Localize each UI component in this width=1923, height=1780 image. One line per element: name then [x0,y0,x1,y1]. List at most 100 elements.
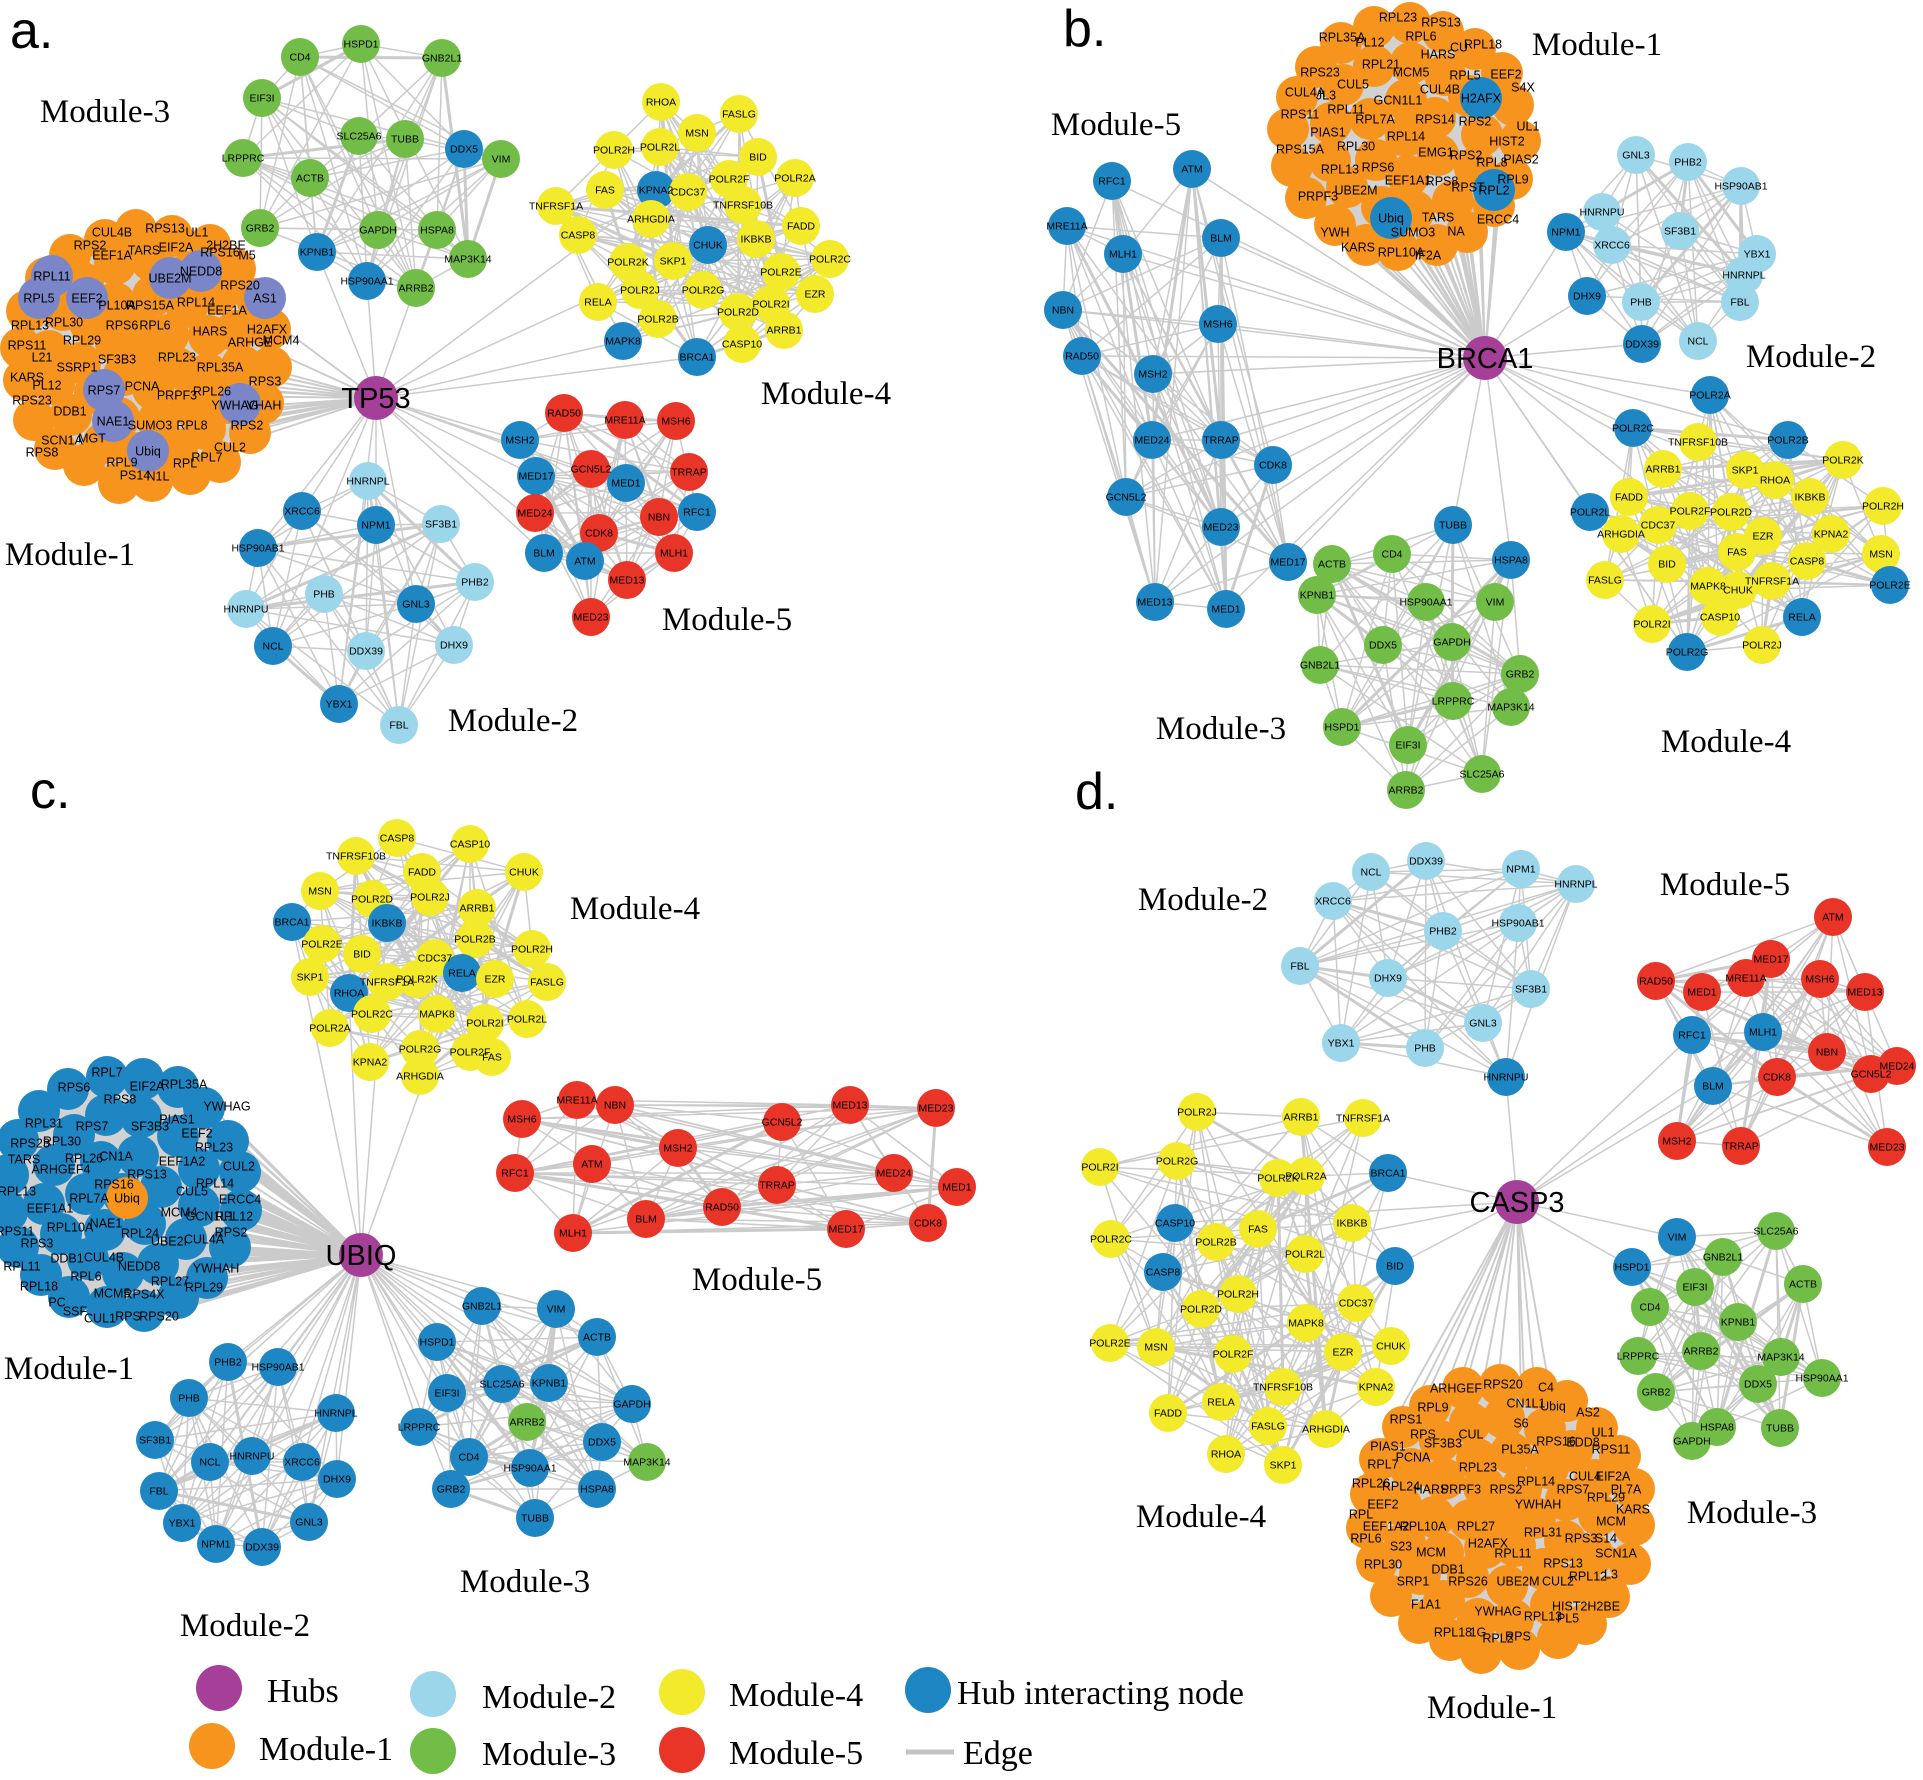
svg-text:DDX39: DDX39 [1625,339,1659,351]
svg-text:CD4: CD4 [289,52,310,64]
svg-text:RPS11: RPS11 [8,338,47,352]
svg-text:YBX1: YBX1 [1328,1038,1355,1050]
svg-text:RPL9: RPL9 [1497,172,1528,186]
svg-text:RPL27: RPL27 [1457,1519,1495,1533]
svg-text:RPL13: RPL13 [0,1184,36,1198]
svg-text:KPNB1: KPNB1 [532,1378,567,1390]
svg-text:RPS20: RPS20 [1483,1377,1523,1391]
svg-text:MED13: MED13 [609,575,644,587]
svg-text:CHUK: CHUK [693,240,723,252]
svg-text:ATM: ATM [581,1159,602,1171]
svg-text:S14: S14 [1595,1531,1617,1545]
svg-text:UBE2I: UBE2I [151,1234,187,1248]
svg-text:TARS: TARS [1422,210,1454,224]
svg-text:SSRP1: SSRP1 [57,360,98,374]
svg-text:RPS26: RPS26 [1448,1574,1488,1588]
svg-text:SUMO3: SUMO3 [128,418,173,432]
svg-text:MED23: MED23 [1203,522,1238,534]
svg-text:RPS11: RPS11 [1592,1442,1631,1456]
svg-text:CASP10: CASP10 [450,839,490,851]
svg-text:SKP1: SKP1 [660,256,687,268]
svg-text:GNL3: GNL3 [295,1517,323,1529]
svg-text:ARHGDIA: ARHGDIA [1597,529,1645,541]
svg-text:MED23: MED23 [573,612,608,624]
svg-text:RPL23: RPL23 [158,350,196,364]
svg-text:PIAS1: PIAS1 [1370,1439,1405,1453]
svg-text:RPL5: RPL5 [23,291,54,305]
svg-text:BLM: BLM [1210,233,1232,245]
svg-text:RPL31: RPL31 [25,1116,63,1130]
svg-text:C4: C4 [1538,1380,1554,1394]
svg-text:MED1: MED1 [942,1182,971,1194]
svg-text:UBE2M: UBE2M [1496,1574,1539,1588]
svg-text:POLR2H: POLR2H [511,944,553,956]
svg-text:MCM: MCM [1596,1514,1626,1528]
svg-text:H2AFX: H2AFX [247,322,288,336]
svg-text:RPL29: RPL29 [185,1280,223,1294]
svg-text:MLH1: MLH1 [1109,249,1137,261]
svg-text:BLM: BLM [1702,1081,1724,1093]
svg-text:RPL: RPL [1349,1507,1373,1521]
svg-text:UL1: UL1 [1517,119,1540,133]
svg-text:ARHGEF4: ARHGEF4 [31,1162,90,1176]
svg-text:DHX9: DHX9 [1374,973,1402,985]
svg-text:MED24: MED24 [876,1168,911,1180]
svg-text:RPL21: RPL21 [1362,57,1400,71]
svg-text:TNFRSF10B: TNFRSF10B [1253,1382,1313,1394]
svg-text:H2AFX: H2AFX [1468,1536,1509,1550]
svg-text:POLR2C: POLR2C [1090,1234,1132,1246]
svg-text:Module-5: Module-5 [662,602,792,638]
svg-text:POLR2I: POLR2I [1081,1162,1118,1174]
svg-text:CUL4A: CUL4A [184,1232,225,1246]
svg-text:HNRNPU: HNRNPU [230,1451,275,1463]
svg-text:DHX9: DHX9 [323,1474,351,1486]
svg-text:NCL: NCL [1687,336,1708,348]
svg-text:HNRNPL: HNRNPL [314,1408,357,1420]
svg-text:RPL23: RPL23 [195,1140,233,1154]
svg-text:EIF2A: EIF2A [130,1079,165,1093]
svg-text:Module-3: Module-3 [460,1564,590,1600]
svg-text:CUL: CUL [1458,1427,1483,1441]
svg-text:HARS: HARS [193,324,228,338]
svg-text:ARRB1: ARRB1 [766,325,801,337]
svg-text:CASP10: CASP10 [722,339,762,351]
svg-text:POLR2B: POLR2B [1767,435,1808,447]
svg-text:EIF3I: EIF3I [1395,740,1420,752]
svg-text:ARHGDIA: ARHGDIA [396,1071,444,1083]
svg-text:BRCA1: BRCA1 [679,352,714,364]
svg-text:RPL24: RPL24 [121,1226,159,1240]
svg-text:L3: L3 [1604,1567,1618,1581]
svg-text:HNRNPL: HNRNPL [1554,879,1597,891]
svg-text:RELA: RELA [584,297,611,309]
svg-text:F1A1: F1A1 [1411,1597,1441,1611]
svg-text:RPS3: RPS3 [1565,1531,1598,1545]
svg-text:CDC37: CDC37 [1339,1298,1374,1310]
svg-text:RPL7A: RPL7A [1355,112,1395,126]
svg-text:MLH1: MLH1 [559,1228,587,1240]
svg-text:MGT: MGT [78,431,106,445]
svg-text:POLR2C: POLR2C [1612,423,1654,435]
svg-text:LRPPRC: LRPPRC [1432,696,1475,708]
svg-text:RPL30: RPL30 [43,1134,81,1148]
svg-text:RPS11: RPS11 [1281,107,1320,121]
svg-text:Module-1: Module-1 [1427,1690,1557,1726]
svg-text:ARHGDIA: ARHGDIA [627,214,675,226]
svg-text:RPL26: RPL26 [193,384,231,398]
svg-text:BID: BID [353,949,371,961]
svg-text:NCL: NCL [262,641,283,653]
svg-text:EIF3I: EIF3I [1682,1282,1707,1294]
svg-text:POLR2A: POLR2A [774,173,815,185]
svg-text:MLH1: MLH1 [660,548,688,560]
svg-text:GCN5L2: GCN5L2 [571,464,612,476]
svg-text:d.: d. [1075,763,1118,821]
svg-text:EDD8: EDD8 [1566,1435,1599,1449]
svg-text:BLM: BLM [635,1214,657,1226]
svg-text:CDC37: CDC37 [671,187,706,199]
svg-text:EEF1A1: EEF1A1 [27,1201,74,1215]
svg-text:RPS13: RPS13 [1421,15,1461,29]
svg-text:RPS4X: RPS4X [124,1287,166,1301]
svg-text:Edge: Edge [963,1735,1033,1772]
svg-text:AS2: AS2 [1576,1405,1600,1419]
svg-text:RPL8: RPL8 [176,418,207,432]
svg-text:HSPA8: HSPA8 [1700,1422,1734,1434]
